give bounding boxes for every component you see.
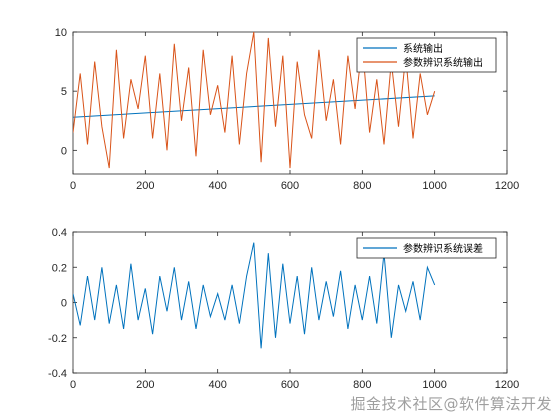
legend-entry: 参数辨识系统输出 <box>403 56 483 69</box>
x-tick-label: 400 <box>208 379 226 391</box>
y-tick-label: -0.2 <box>48 333 67 345</box>
x-tick-label: 800 <box>353 379 371 391</box>
x-tick-label: 1200 <box>495 379 519 391</box>
y-tick-label: 0.4 <box>52 227 67 239</box>
x-tick-label: 1000 <box>422 180 446 192</box>
legend: 参数辨识系统误差 <box>356 237 497 259</box>
y-tick-label: -0.4 <box>48 368 67 380</box>
legend-entry: 参数辨识系统误差 <box>403 242 483 255</box>
series-line-1 <box>73 242 436 349</box>
x-tick-label: 200 <box>136 180 154 192</box>
y-tick-label: 5 <box>61 86 67 98</box>
legend-box <box>356 37 497 73</box>
x-tick-label: 600 <box>281 379 299 391</box>
x-tick-label: 1200 <box>495 180 519 192</box>
axes-2: 0 200 400 600 800 1000 1200 -0.4 -0.2 0 0.2 0.4 参数辨识… <box>48 227 519 391</box>
legend-entry: 系统输出 <box>403 42 443 55</box>
legend-box <box>356 237 497 259</box>
x-tick-label: 800 <box>353 180 371 192</box>
x-tick-label: 0 <box>70 180 76 192</box>
x-tick-label: 600 <box>281 180 299 192</box>
series-line-2 <box>73 32 436 169</box>
y-tick-label: 0 <box>61 298 67 310</box>
y-tick-label: 0.2 <box>52 262 67 274</box>
x-tick-label: 1000 <box>422 379 446 391</box>
y-tick-label: 0 <box>61 145 67 157</box>
x-tick-label: 200 <box>136 379 154 391</box>
watermark: 掘金技术社区@软件算法开发 <box>350 395 552 413</box>
y-tick-label: 10 <box>55 27 67 39</box>
x-tick-label: 0 <box>70 379 76 391</box>
x-tick-label: 400 <box>208 180 226 192</box>
